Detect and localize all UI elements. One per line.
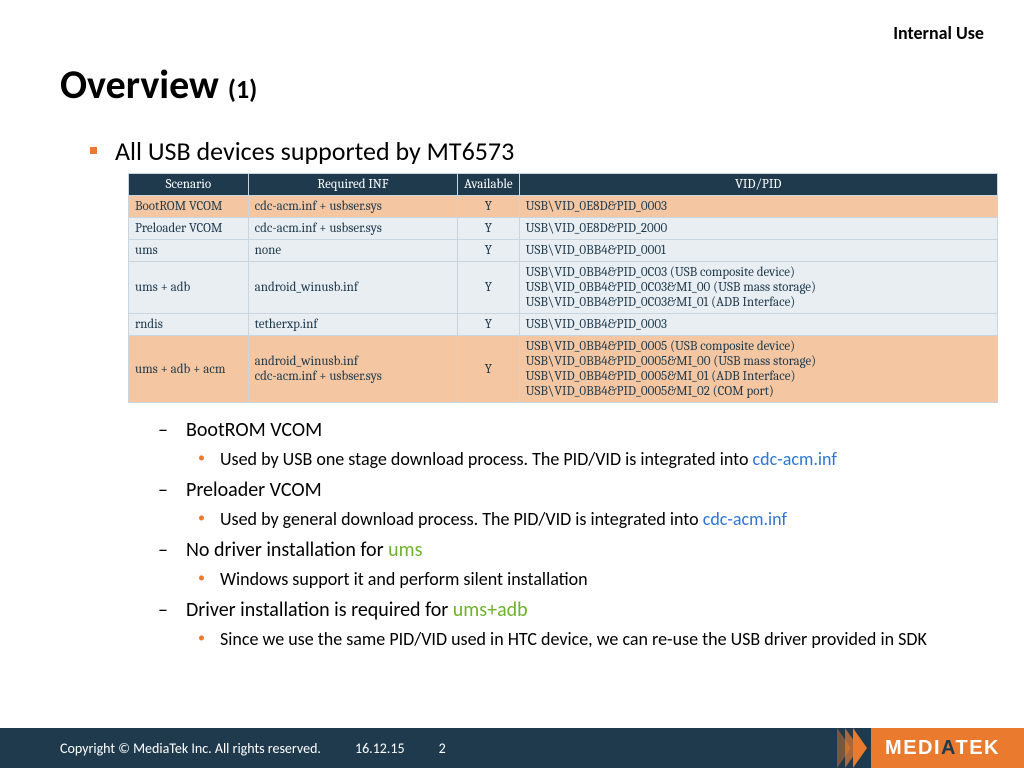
- dot-bullet-item: • Since we use the same PID/VID used in H…: [198, 627, 984, 651]
- dash-bullet-item: –No driver installation for ums: [158, 537, 984, 563]
- table-cell: cdc-acm.inf + usbser.sys: [248, 218, 457, 240]
- table-row: Preloader VCOMcdc-acm.inf + usbser.sysYU…: [129, 218, 998, 240]
- logo-text-box: MEDIATEK: [871, 728, 1024, 768]
- dot-bullet-item: • Used by general download process. The P…: [198, 507, 984, 531]
- table-cell: Y: [458, 218, 519, 240]
- table-cell: Preloader VCOM: [129, 218, 249, 240]
- table-header-cell: Required INF: [248, 174, 457, 196]
- logo-wordmark: MEDIATEK: [885, 737, 1000, 760]
- table-cell: USB\VID_0BB4&PID_0C03 (USB composite dev…: [519, 262, 997, 314]
- dot-bullet-item: • Windows support it and perform silent i…: [198, 567, 984, 591]
- dash-bullet-text: No driver installation for ums: [186, 537, 422, 563]
- table-cell: USB\VID_0BB4&PID_0001: [519, 240, 997, 262]
- table-cell: ums + adb: [129, 262, 249, 314]
- dot-bullet-text: Used by USB one stage download process. …: [220, 447, 837, 471]
- table-cell: cdc-acm.inf + usbser.sys: [248, 196, 457, 218]
- dash-icon: –: [158, 477, 172, 503]
- dash-icon: –: [158, 597, 172, 623]
- logo-chevrons-icon: [843, 728, 867, 768]
- dash-icon: –: [158, 537, 172, 563]
- dash-bullet-item: –Preloader VCOM: [158, 477, 984, 503]
- table-row: umsnoneYUSB\VID_0BB4&PID_0001: [129, 240, 998, 262]
- table-cell: ums + adb + acm: [129, 336, 249, 403]
- table-cell: android_winusb.infcdc-acm.inf + usbser.s…: [248, 336, 457, 403]
- table-cell: ums: [129, 240, 249, 262]
- table-body: BootROM VCOMcdc-acm.inf + usbser.sysYUSB…: [129, 196, 998, 403]
- table-header-cell: Available: [458, 174, 519, 196]
- content-area: All USB devices supported by MT6573 Scen…: [90, 135, 984, 657]
- dot-bullet-text: Windows support it and perform silent in…: [220, 567, 588, 591]
- dash-bullet-text: BootROM VCOM: [186, 417, 322, 443]
- table-cell: USB\VID_0E8D&PID_0003: [519, 196, 997, 218]
- table-wrapper: ScenarioRequired INFAvailableVID/PID Boo…: [128, 173, 984, 403]
- logo-part3: TEK: [956, 737, 1001, 759]
- logo-part2: A: [941, 737, 955, 759]
- table-cell: USB\VID_0BB4&PID_0003: [519, 314, 997, 336]
- chevron-icon: [845, 728, 859, 768]
- footer-copyright: Copyright © MediaTek Inc. All rights res…: [60, 740, 321, 757]
- slide-title: Overview (1): [60, 60, 257, 109]
- table-row: BootROM VCOMcdc-acm.inf + usbser.sysYUSB…: [129, 196, 998, 218]
- table-row: rndistetherxp.infYUSB\VID_0BB4&PID_0003: [129, 314, 998, 336]
- classification-label: Internal Use: [893, 22, 984, 44]
- slide-container: Internal Use Overview (1) All USB device…: [0, 0, 1024, 768]
- table-cell: Y: [458, 336, 519, 403]
- table-cell: BootROM VCOM: [129, 196, 249, 218]
- dash-icon: –: [158, 417, 172, 443]
- table-cell: Y: [458, 196, 519, 218]
- footer-date: 16.12.15: [355, 740, 405, 757]
- table-cell: Y: [458, 314, 519, 336]
- main-bullet-text: All USB devices supported by MT6573: [115, 135, 514, 167]
- dot-icon: •: [198, 627, 208, 651]
- table-cell: USB\VID_0E8D&PID_2000: [519, 218, 997, 240]
- table-header-row: ScenarioRequired INFAvailableVID/PID: [129, 174, 998, 196]
- dot-icon: •: [198, 507, 208, 531]
- table-cell: android_winusb.inf: [248, 262, 457, 314]
- dot-bullet-text: Since we use the same PID/VID used in HT…: [220, 627, 927, 651]
- dot-icon: •: [198, 447, 208, 471]
- logo-part1: MEDI: [885, 737, 941, 759]
- mediatek-logo: MEDIATEK: [843, 728, 1024, 768]
- title-main: Overview: [60, 60, 228, 109]
- dot-icon: •: [198, 567, 208, 591]
- highlight-text: cdc-acm.inf: [753, 448, 837, 470]
- dot-bullet-text: Used by general download process. The PI…: [220, 507, 787, 531]
- highlight-text: ums: [388, 538, 422, 562]
- table-cell: Y: [458, 240, 519, 262]
- table-cell: none: [248, 240, 457, 262]
- title-subscript: (1): [228, 73, 257, 105]
- footer-page-number: 2: [439, 740, 446, 757]
- table-cell: tetherxp.inf: [248, 314, 457, 336]
- main-bullet: All USB devices supported by MT6573: [90, 135, 984, 167]
- table-header-cell: Scenario: [129, 174, 249, 196]
- highlight-text: ums+adb: [453, 598, 528, 622]
- table-cell: Y: [458, 262, 519, 314]
- highlight-text: cdc-acm.inf: [703, 508, 787, 530]
- sub-bullet-list: –BootROM VCOM•Used by USB one stage down…: [158, 417, 984, 651]
- table-cell: rndis: [129, 314, 249, 336]
- dot-bullet-item: • Used by USB one stage download process.…: [198, 447, 984, 471]
- table-row: ums + adb + acmandroid_winusb.infcdc-acm…: [129, 336, 998, 403]
- table-cell: USB\VID_0BB4&PID_0005 (USB composite dev…: [519, 336, 997, 403]
- table-row: ums + adbandroid_winusb.infYUSB\VID_0BB4…: [129, 262, 998, 314]
- table-header-cell: VID/PID: [519, 174, 997, 196]
- square-bullet-icon: [90, 147, 97, 154]
- usb-devices-table: ScenarioRequired INFAvailableVID/PID Boo…: [128, 173, 998, 403]
- dash-bullet-item: –BootROM VCOM: [158, 417, 984, 443]
- dash-bullet-text: Driver installation is required for ums+…: [186, 597, 528, 623]
- dash-bullet-item: –Driver installation is required for ums…: [158, 597, 984, 623]
- dash-bullet-text: Preloader VCOM: [186, 477, 322, 503]
